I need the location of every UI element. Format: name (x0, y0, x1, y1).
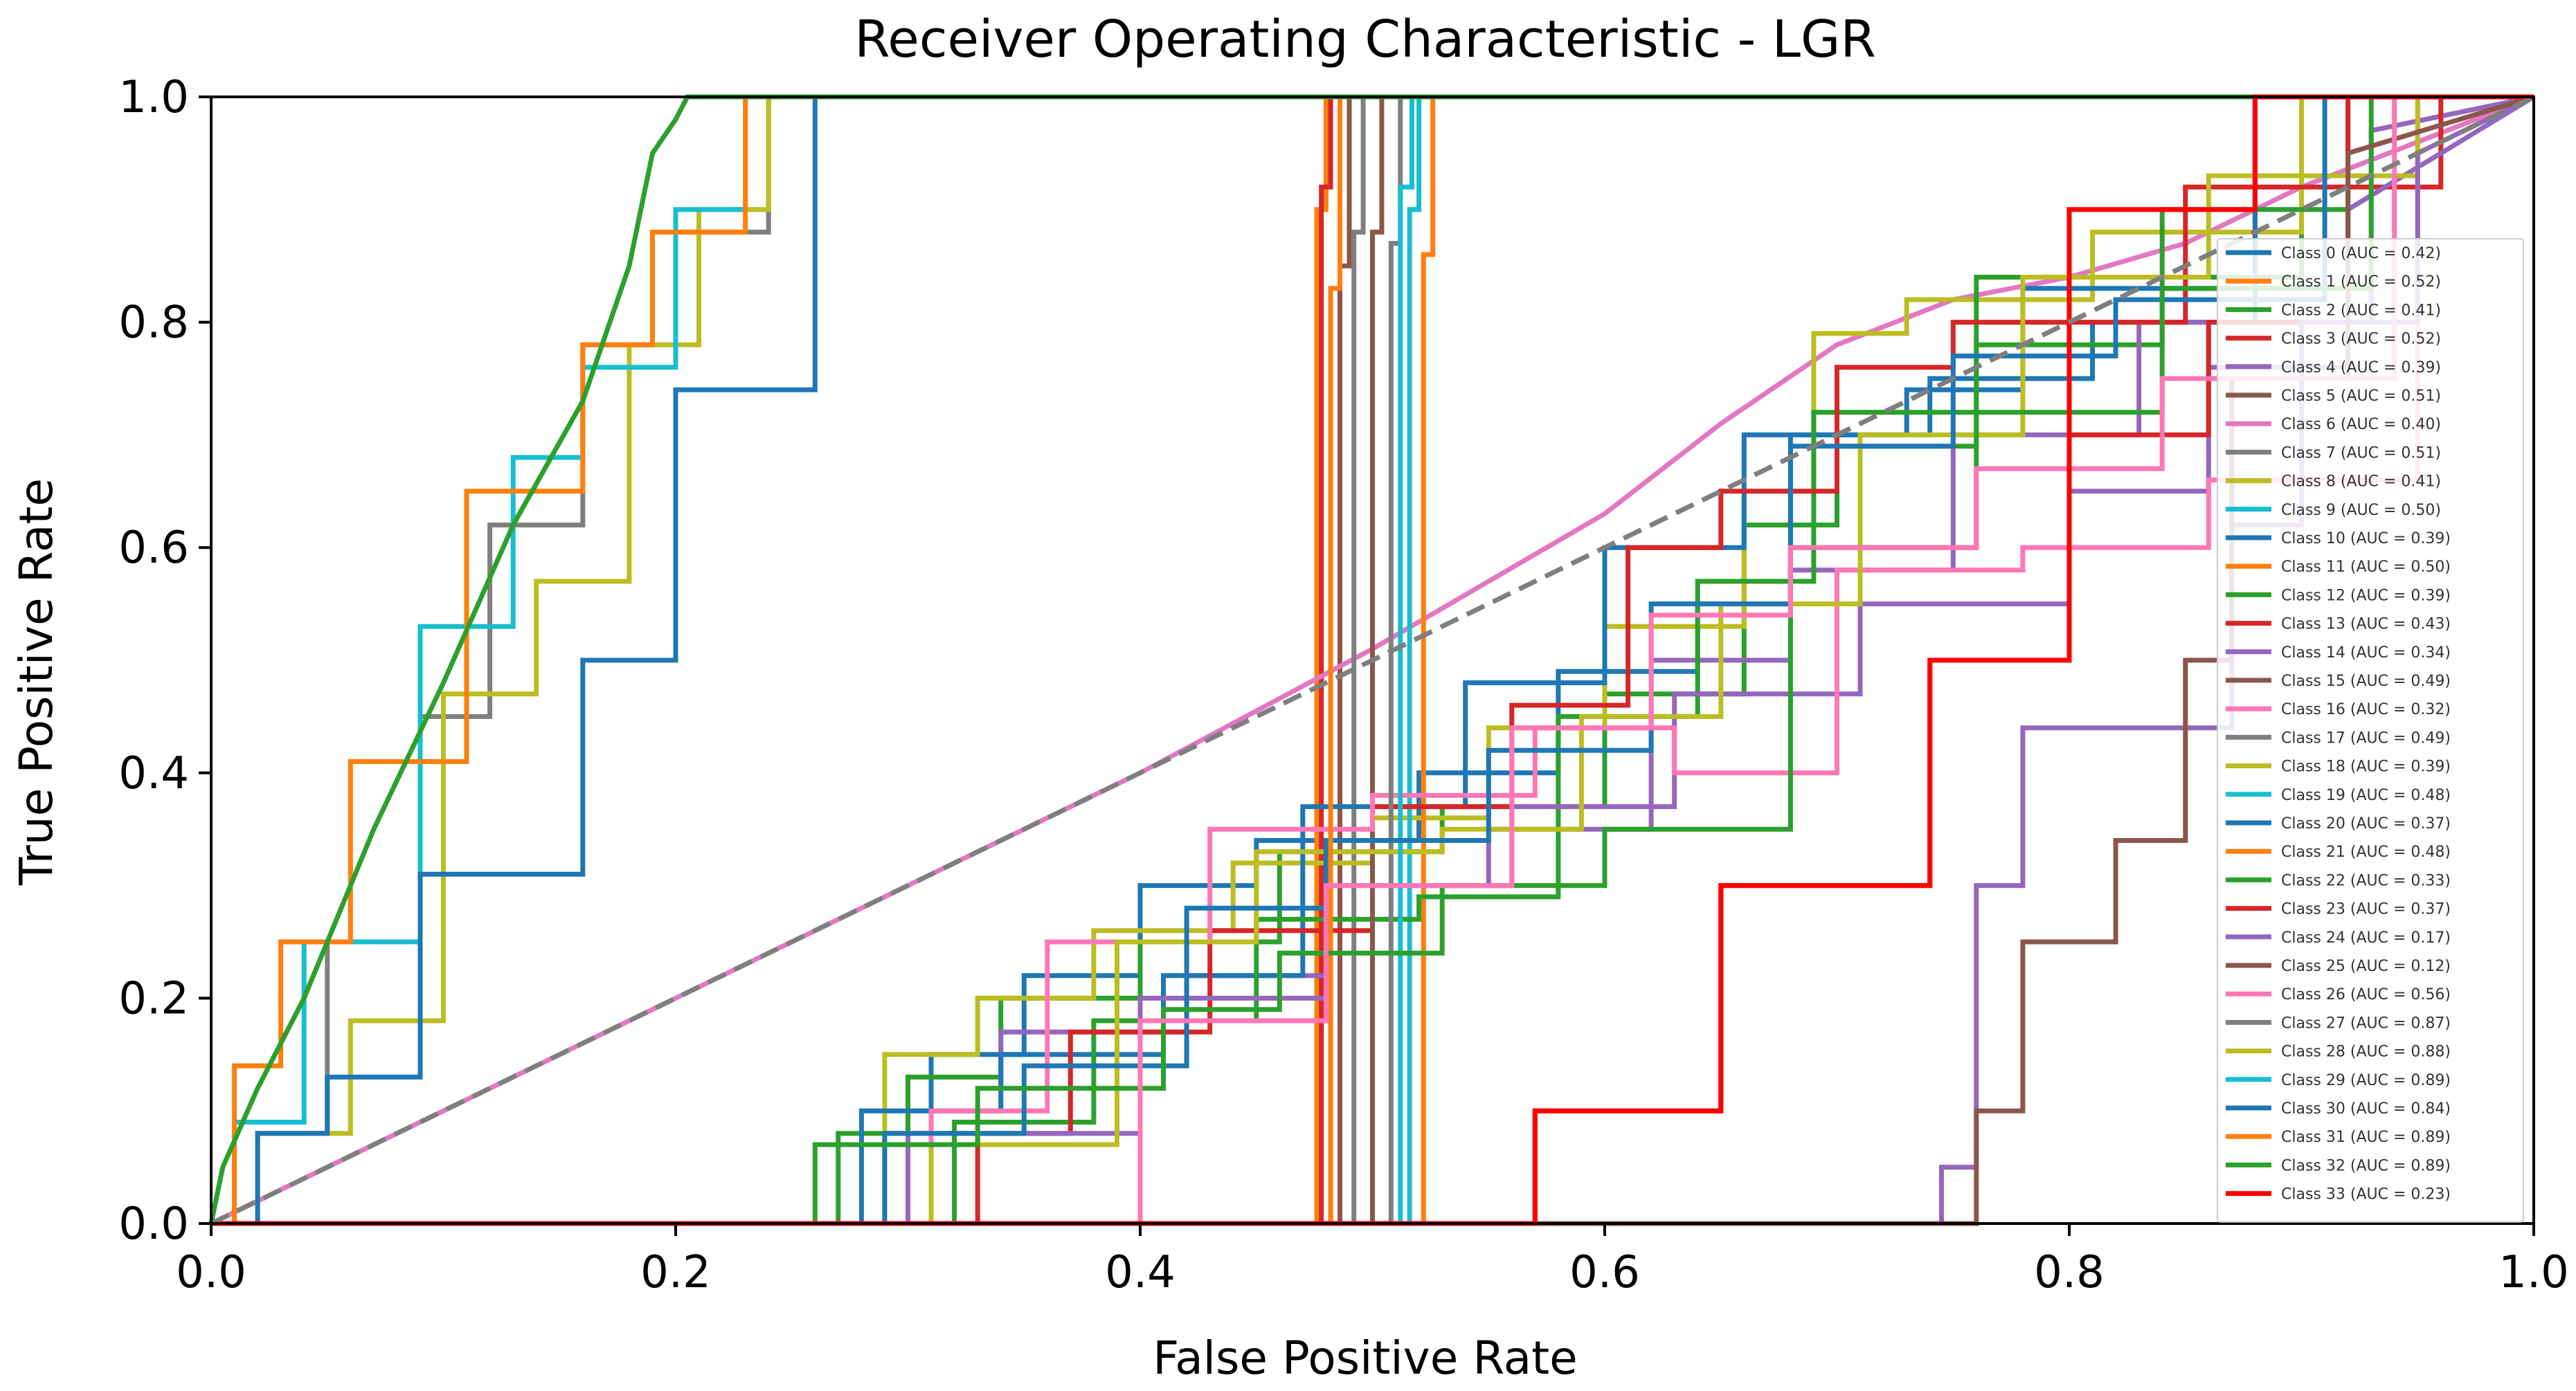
legend-label: Class 30 (AUC = 0.84) (2281, 1100, 2451, 1118)
series-line-class-29 (211, 94, 2534, 1226)
series-line-class-20 (211, 94, 2534, 1226)
series-line-class-30 (211, 94, 2534, 1226)
plot-frame (210, 96, 2535, 1225)
series-line-class-32 (208, 94, 2534, 1224)
legend-label: Class 14 (AUC = 0.34) (2281, 644, 2451, 662)
legend-label: Class 21 (AUC = 0.48) (2281, 844, 2451, 861)
legend-label: Class 32 (AUC = 0.89) (2281, 1157, 2451, 1174)
legend-label: Class 6 (AUC = 0.40) (2281, 416, 2441, 433)
x-tick-label: 0.2 (640, 1247, 711, 1298)
reference-diagonal (210, 94, 2535, 1226)
legend-box (2217, 238, 2524, 1223)
y-axis-label: True Positive Rate (10, 478, 63, 886)
legend-label: Class 28 (AUC = 0.88) (2281, 1044, 2451, 1061)
legend-label: Class 12 (AUC = 0.39) (2281, 587, 2451, 604)
legend-label: Class 11 (AUC = 0.50) (2281, 558, 2451, 576)
series-line-class-26 (211, 94, 2534, 1226)
legend-label: Class 7 (AUC = 0.51) (2281, 444, 2441, 462)
legend-label: Class 4 (AUC = 0.39) (2281, 359, 2441, 376)
legend-label: Class 19 (AUC = 0.48) (2281, 787, 2451, 804)
legend-label: Class 3 (AUC = 0.52) (2281, 331, 2441, 348)
legend-label: Class 31 (AUC = 0.89) (2281, 1129, 2451, 1146)
x-axis-label: False Positive Rate (1153, 1331, 1577, 1385)
legend-label: Class 9 (AUC = 0.50) (2281, 502, 2441, 519)
series-line-class-22 (211, 94, 2534, 1226)
legend-label: Class 16 (AUC = 0.32) (2281, 701, 2451, 718)
axis-ticks: 0.0 0.2 0.4 0.6 0.8 1.0 0.0 0.2 0.4 0.6 0.8 1.0 (118, 72, 2569, 1298)
y-tick-label: 0.4 (118, 748, 189, 799)
legend-label: Class 27 (AUC = 0.87) (2281, 1015, 2451, 1032)
plot-area (208, 94, 2535, 1226)
x-tick-label: 0.8 (2034, 1247, 2105, 1298)
legend-label: Class 8 (AUC = 0.41) (2281, 473, 2441, 491)
legend-label: Class 5 (AUC = 0.51) (2281, 388, 2441, 405)
y-tick-label: 0.6 (118, 522, 189, 574)
x-tick-label: 0.4 (1105, 1247, 1176, 1298)
legend-label: Class 0 (AUC = 0.42) (2281, 245, 2441, 262)
legend-label: Class 18 (AUC = 0.39) (2281, 758, 2451, 776)
legend-label: Class 2 (AUC = 0.41) (2281, 302, 2441, 319)
y-tick-label: 1.0 (118, 72, 189, 123)
chart-title: Receiver Operating Characteristic - LGR (854, 10, 1876, 69)
x-tick-label: 0.0 (176, 1247, 246, 1298)
series-line-class-33 (211, 94, 2534, 1226)
legend-label: Class 1 (AUC = 0.52) (2281, 273, 2441, 291)
legend-label: Class 20 (AUC = 0.37) (2281, 815, 2451, 833)
y-tick-label: 0.0 (118, 1199, 189, 1250)
legend-label: Class 25 (AUC = 0.12) (2281, 958, 2451, 975)
legend-label: Class 13 (AUC = 0.43) (2281, 616, 2451, 633)
legend-label: Class 17 (AUC = 0.49) (2281, 729, 2451, 747)
legend-label: Class 10 (AUC = 0.39) (2281, 530, 2451, 547)
legend-label: Class 23 (AUC = 0.37) (2281, 901, 2451, 918)
legend-label: Class 15 (AUC = 0.49) (2281, 673, 2451, 690)
legend-label: Class 29 (AUC = 0.89) (2281, 1072, 2451, 1089)
legend: Class 0 (AUC = 0.42) Class 1 (AUC = 0.52)… (2217, 238, 2524, 1223)
legend-label: Class 22 (AUC = 0.33) (2281, 872, 2451, 889)
x-tick-label: 1.0 (2498, 1247, 2569, 1298)
legend-label: Class 24 (AUC = 0.17) (2281, 929, 2451, 947)
y-tick-label: 0.2 (118, 973, 189, 1024)
y-tick-label: 0.8 (118, 298, 189, 349)
x-tick-label: 0.6 (1569, 1247, 1640, 1298)
legend-label: Class 33 (AUC = 0.23) (2281, 1186, 2451, 1203)
legend-label: Class 26 (AUC = 0.56) (2281, 986, 2451, 1003)
